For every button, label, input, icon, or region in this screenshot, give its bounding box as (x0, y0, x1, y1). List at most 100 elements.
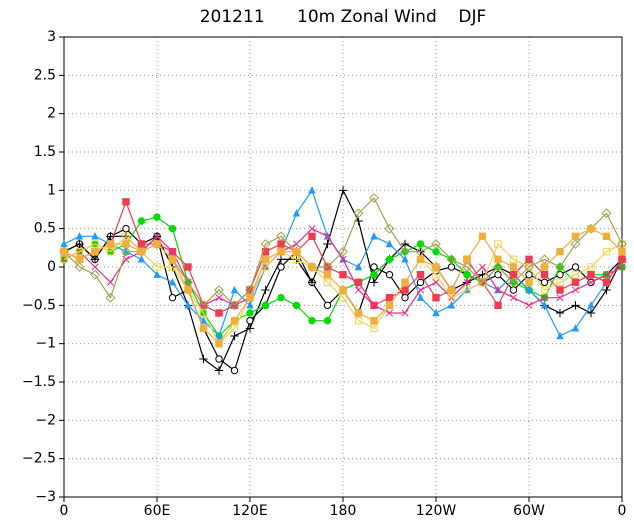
series-line (63, 188, 623, 338)
point (525, 278, 533, 287)
y-tick-label: 0 (47, 259, 56, 275)
point (385, 309, 394, 317)
point (122, 232, 130, 241)
point (229, 300, 240, 311)
point (215, 331, 223, 340)
point (106, 278, 115, 286)
point (137, 217, 146, 225)
point (477, 277, 488, 288)
point (91, 263, 99, 271)
point (184, 263, 192, 271)
point (618, 240, 626, 248)
point (540, 270, 549, 279)
y-tick-label: 2.5 (34, 67, 56, 83)
point (121, 246, 131, 257)
y-tick-label: 1 (47, 182, 56, 198)
point (447, 293, 456, 302)
point (509, 270, 518, 279)
point (323, 270, 332, 279)
point (432, 308, 440, 317)
point (571, 232, 580, 241)
point (230, 285, 239, 294)
point (493, 262, 503, 272)
point (199, 316, 208, 324)
point (618, 263, 626, 271)
point (401, 309, 409, 317)
point (432, 247, 440, 256)
point (90, 255, 100, 264)
point (338, 246, 348, 257)
point (494, 255, 502, 264)
point (276, 255, 286, 264)
point (60, 239, 68, 248)
point (401, 293, 409, 302)
point (153, 232, 161, 240)
point (447, 286, 456, 294)
y-tick-label: 3 (47, 29, 56, 45)
point (446, 254, 457, 265)
point (385, 270, 394, 279)
point (401, 286, 409, 294)
point (540, 286, 549, 294)
point (90, 269, 100, 280)
point (323, 239, 332, 249)
point (602, 247, 611, 256)
point (370, 263, 378, 271)
point (354, 262, 363, 271)
point (416, 293, 425, 301)
point (555, 262, 565, 272)
point (540, 263, 549, 271)
point (292, 209, 301, 217)
point (556, 286, 564, 294)
point (618, 247, 626, 256)
point (199, 354, 208, 364)
x-tick-label: 120E (232, 503, 268, 519)
point (601, 208, 612, 219)
point (323, 301, 332, 310)
point (215, 339, 223, 348)
point (571, 286, 580, 294)
point (540, 294, 549, 302)
point (401, 255, 409, 263)
point (478, 232, 487, 241)
point (494, 286, 502, 294)
point (246, 309, 254, 317)
point (230, 316, 239, 325)
point (354, 286, 363, 294)
point (509, 294, 518, 302)
point (277, 240, 285, 248)
point (571, 301, 580, 310)
point (339, 286, 347, 294)
point (308, 232, 316, 241)
y-tick-label: 1.5 (34, 144, 56, 160)
point (494, 270, 502, 279)
point (215, 309, 223, 317)
point (602, 285, 611, 295)
point (214, 366, 224, 375)
point (508, 277, 519, 288)
point (556, 294, 564, 302)
point (308, 263, 316, 271)
point (525, 255, 533, 264)
point (416, 240, 425, 248)
point (323, 232, 332, 240)
point (447, 263, 456, 271)
point (339, 293, 347, 302)
x-tick-label: 0 (618, 503, 627, 519)
point (509, 263, 518, 271)
point (354, 309, 363, 317)
x-tick-label: 120W (416, 503, 457, 519)
point (137, 255, 146, 263)
point (106, 240, 115, 248)
point (276, 231, 286, 242)
point (509, 255, 518, 264)
point (277, 247, 285, 256)
y-tick-label: −3 (35, 489, 56, 505)
point (369, 278, 379, 287)
point (168, 255, 177, 264)
point (122, 224, 130, 233)
point (370, 316, 378, 325)
point (416, 278, 425, 287)
point (400, 246, 410, 257)
point (370, 301, 378, 309)
